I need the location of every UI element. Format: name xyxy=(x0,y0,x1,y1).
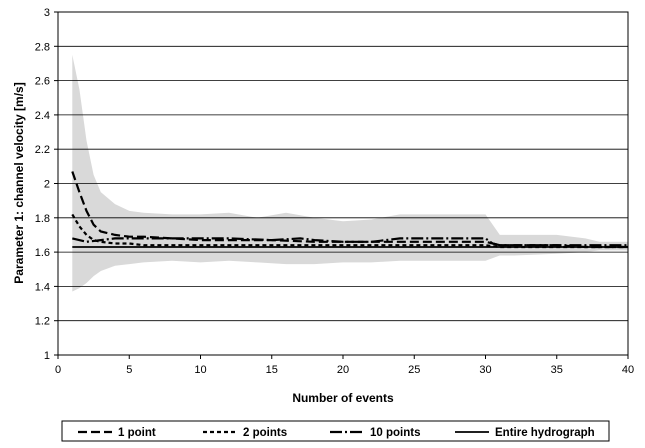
legend-label: 2 points xyxy=(243,427,287,439)
uncertainty-band xyxy=(72,54,629,292)
y-tick-label: 3 xyxy=(44,7,50,19)
y-tick-label: 2.6 xyxy=(35,76,50,88)
y-tick-label: 2.4 xyxy=(35,110,50,122)
gridlines xyxy=(58,45,628,322)
band-area xyxy=(72,54,629,292)
series-lines xyxy=(71,171,628,249)
y-axis-label: Parameter 1: channel velocity [m/s] xyxy=(12,82,26,283)
y-tick-label: 1.2 xyxy=(35,316,50,328)
x-tick-label: 0 xyxy=(55,364,61,376)
x-axis-ticks: 0 5 10 15 20 25 30 35 40 xyxy=(55,355,634,376)
x-tick-label: 25 xyxy=(408,364,420,376)
legend-label: 10 points xyxy=(370,427,420,439)
x-tick-label: 35 xyxy=(551,364,563,376)
legend-label: 1 point xyxy=(118,427,156,439)
y-tick-label: 1.8 xyxy=(35,213,50,225)
x-tick-label: 15 xyxy=(266,364,278,376)
y-tick-label: 2.8 xyxy=(35,41,50,53)
y-axis-ticks: 1 1.2 1.4 1.6 1.8 2 2.2 2.4 2.6 2.8 3 xyxy=(35,7,58,362)
x-tick-label: 5 xyxy=(126,364,132,376)
legend: 1 point 2 points 10 points Entire hydrograp… xyxy=(61,420,610,442)
x-axis-label: Number of events xyxy=(292,391,394,405)
series-line-1-point xyxy=(71,171,628,249)
x-tick-label: 10 xyxy=(194,364,206,376)
y-tick-label: 2 xyxy=(44,179,50,191)
y-tick-label: 2.2 xyxy=(35,144,50,156)
y-tick-label: 1.4 xyxy=(35,281,50,293)
y-tick-label: 1.6 xyxy=(35,247,50,259)
legend-entries: 1 point 2 points 10 points Entire hydrograp… xyxy=(78,427,595,439)
series-line-10-points xyxy=(72,237,628,247)
x-tick-label: 20 xyxy=(337,364,349,376)
y-tick-label: 1 xyxy=(44,350,50,362)
x-tick-label: 30 xyxy=(479,364,491,376)
x-tick-label: 40 xyxy=(622,364,634,376)
legend-label: Entire hydrograph xyxy=(495,427,595,439)
series-line-2-points xyxy=(71,213,628,249)
